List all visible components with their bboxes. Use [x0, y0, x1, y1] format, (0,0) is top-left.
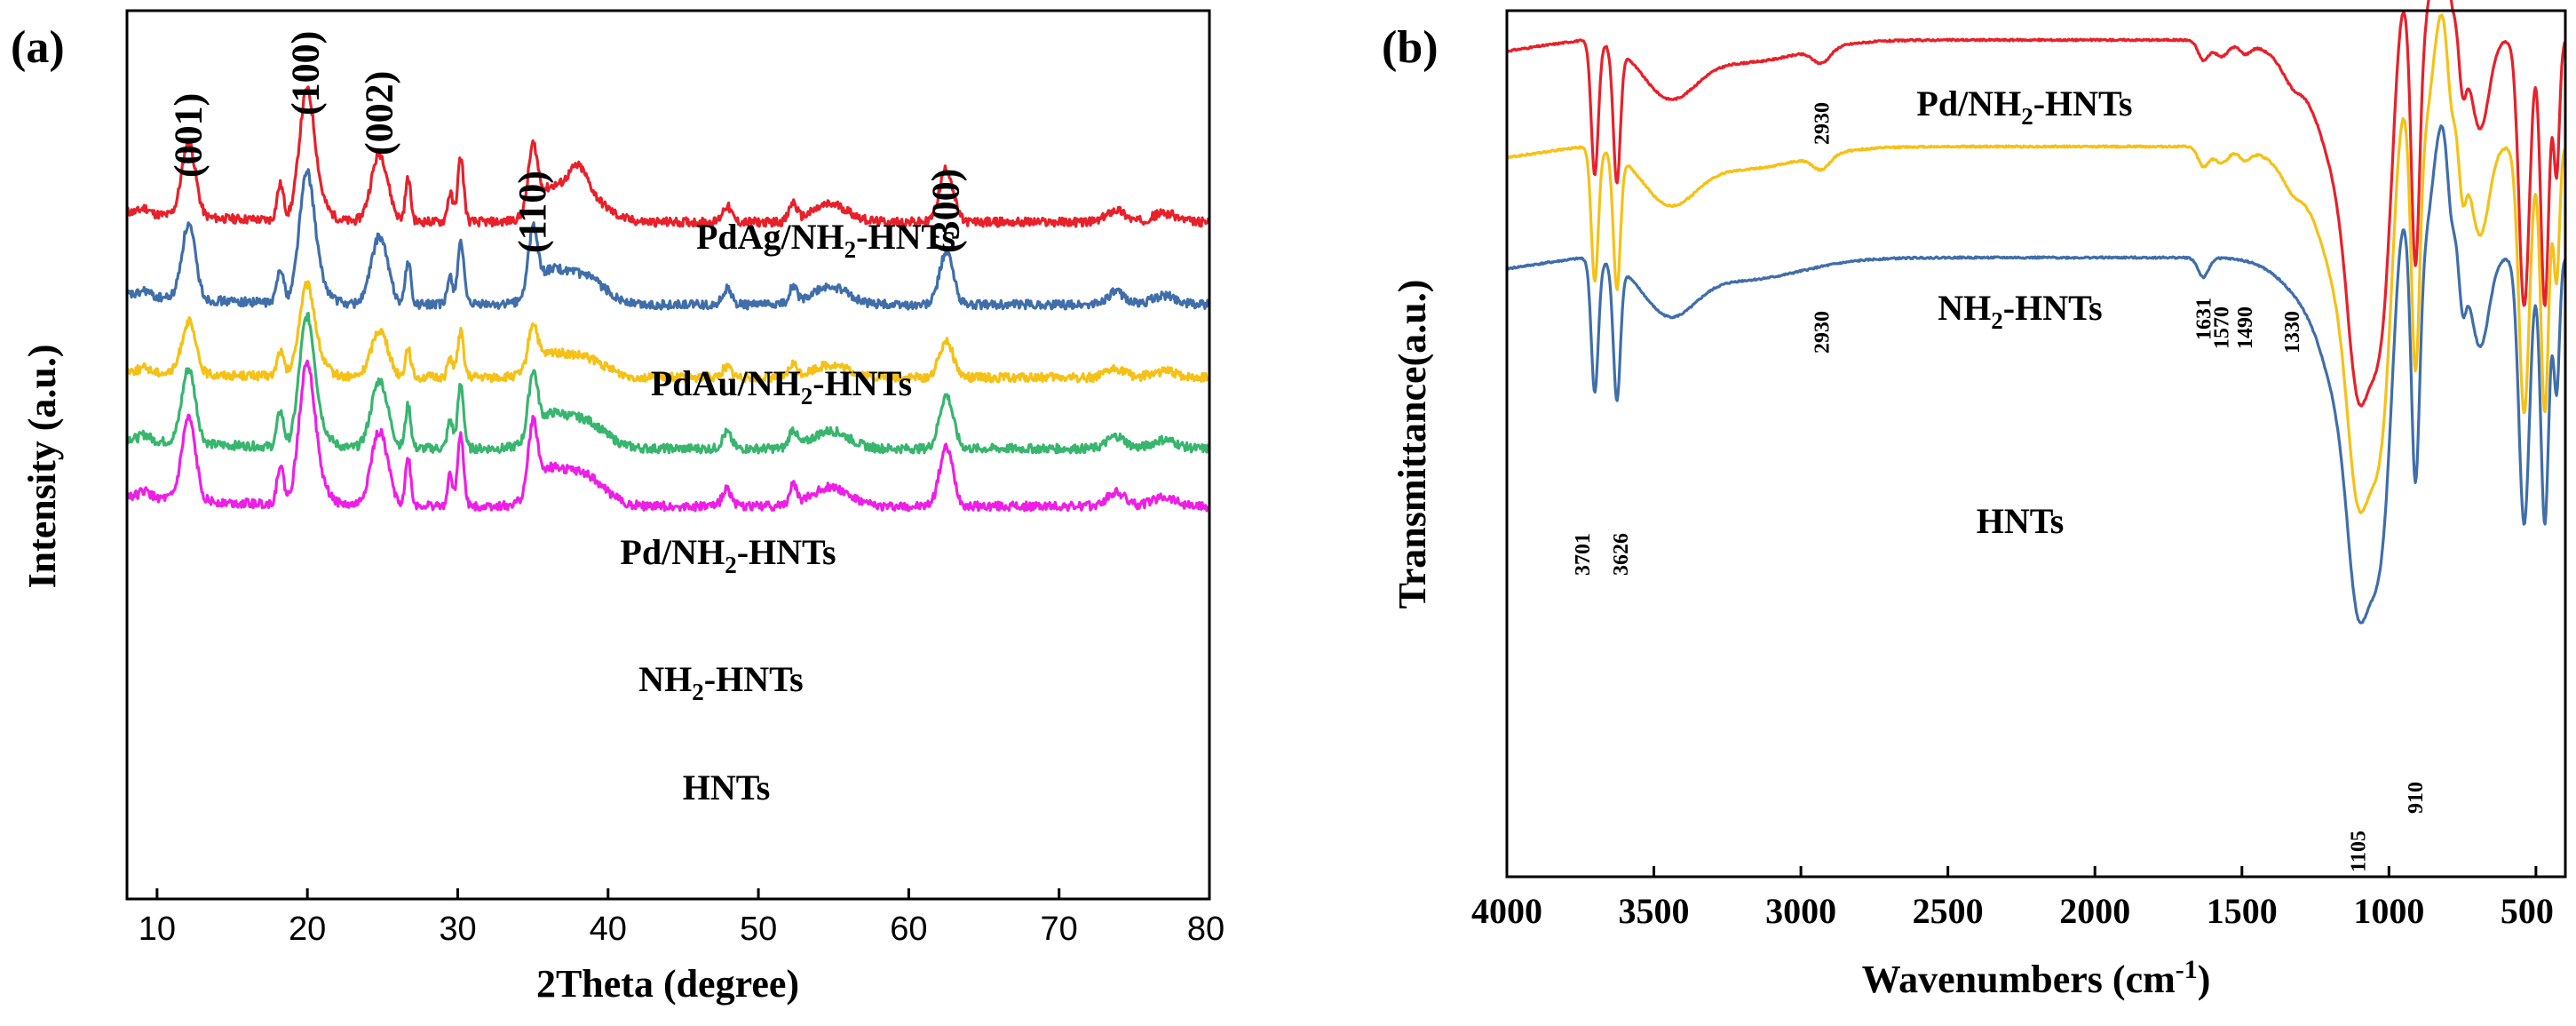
series-label-pdag-nh2-hnts: PdAg/NH2-HNTs	[696, 217, 955, 263]
xrd-curve-hnts	[125, 359, 1210, 513]
panel-b-ftir: (b) 2930 2930 1570 1490 1330 1631 3701 3626 1105…	[1382, 0, 2567, 1001]
panel-a-series-labels: PdAg/NH2-HNTs PdAu/NH2-HNTs Pd/NH2-HNTs NH2…	[620, 217, 955, 807]
xrd-curve-pd-nh2-hnts	[125, 280, 1210, 384]
x-tick-label: 70	[1041, 911, 1078, 948]
ftir-series-label-nh2-hnts: NH2-HNTs	[1938, 288, 2102, 334]
peak-label-001: (001)	[166, 93, 210, 178]
peak-label-100: (100)	[283, 31, 327, 115]
band-annotation-1330: 1330	[2281, 311, 2304, 354]
panel-a-x-ticks: 10 20 30 40 50 60 70 80	[139, 888, 1225, 948]
x-tick-label: 3500	[1619, 891, 1690, 931]
panel-b-plot-frame	[1505, 9, 2567, 879]
xrd-curve-pdag-nh2-hnts	[125, 85, 1210, 228]
peak-label-002: (002)	[357, 71, 400, 155]
panel-b-series-labels: Pd/NH2-HNTs NH2-HNTs HNTs	[1916, 84, 2132, 541]
band-annotation-1570: 1570	[2211, 306, 2234, 349]
ftir-curve-hnts	[1506, 124, 2567, 624]
band-annotation-2930: 2930	[1811, 102, 1834, 145]
xrd-curve-nh2-hnts	[126, 312, 1210, 455]
x-tick-label: 50	[740, 911, 777, 948]
panel-b-label: (b)	[1382, 22, 1439, 73]
panel-a-curves	[125, 85, 1210, 513]
panel-b-annotations: 2930 2930 1570 1490 1330 1631 3701 3626 1105 910	[1572, 102, 2428, 872]
x-tick-label: 2000	[2059, 891, 2130, 931]
panel-b-curves	[1506, 0, 2567, 624]
x-tick-label: 2500	[1913, 891, 1984, 931]
x-tick-label: 4000	[1471, 891, 1542, 931]
panel-a-label: (a)	[11, 22, 65, 73]
x-tick-label: 1500	[2207, 891, 2278, 931]
x-tick-label: 40	[590, 911, 627, 948]
band-annotation-2930: 2930	[1811, 311, 1834, 354]
band-annotation-1490: 1490	[2234, 306, 2257, 349]
x-tick-label: 30	[439, 911, 476, 948]
x-tick-label: 1000	[2353, 891, 2424, 931]
panel-a-x-axis-label: 2Theta (degree)	[536, 962, 799, 1006]
series-label-pd-nh2-hnts: Pd/NH2-HNTs	[620, 532, 836, 578]
panel-a-xrd: (a) (001) (100) (002) (110) (300) PdAg/NH2-H…	[11, 9, 1225, 1006]
panel-b-y-axis-label: Transmittance(a.u.)	[1391, 280, 1434, 609]
panel-a-y-axis-label: Intensity (a.u.)	[20, 344, 64, 588]
ftir-series-label-pd-nh2-hnts: Pd/NH2-HNTs	[1916, 84, 2132, 130]
series-label-pdau-nh2-hnts: PdAu/NH2-HNTs	[651, 363, 912, 410]
series-label-nh2-hnts: NH2-HNTs	[638, 659, 803, 705]
peak-label-110: (110)	[511, 171, 554, 253]
band-annotation-3626: 3626	[1610, 533, 1633, 576]
panel-a-peak-labels: (001) (100) (002) (110) (300)	[166, 31, 967, 253]
band-annotation-1105: 1105	[2348, 831, 2371, 872]
band-annotation-1631: 1631	[2192, 298, 2215, 340]
x-tick-label: 60	[890, 911, 927, 948]
xrd-curve-pdau-nh2-hnts	[125, 168, 1210, 311]
band-annotation-3701: 3701	[1572, 533, 1595, 576]
peak-label-300: (300)	[924, 169, 968, 253]
ftir-series-label-hnts: HNTs	[1977, 501, 2065, 541]
x-tick-label: 3000	[1765, 891, 1836, 931]
panel-b-x-axis-label: Wavenumbers (cm-1)	[1862, 955, 2211, 1001]
ftir-curve-pd-nh2-hnts	[1506, 0, 2567, 408]
panel-a-plot-frame	[125, 9, 1211, 901]
x-tick-label: 20	[289, 911, 326, 948]
x-tick-label: 10	[139, 911, 176, 948]
x-tick-label: 80	[1187, 911, 1225, 948]
panel-b-x-ticks: 4000 3500 3000 2500 2000 1500 1000 500	[1471, 866, 2554, 931]
x-tick-label: 500	[2501, 891, 2554, 931]
ftir-curve-nh2-hnts	[1506, 13, 2567, 514]
band-annotation-910: 910	[2405, 782, 2428, 814]
series-label-hnts: HNTs	[683, 768, 771, 807]
